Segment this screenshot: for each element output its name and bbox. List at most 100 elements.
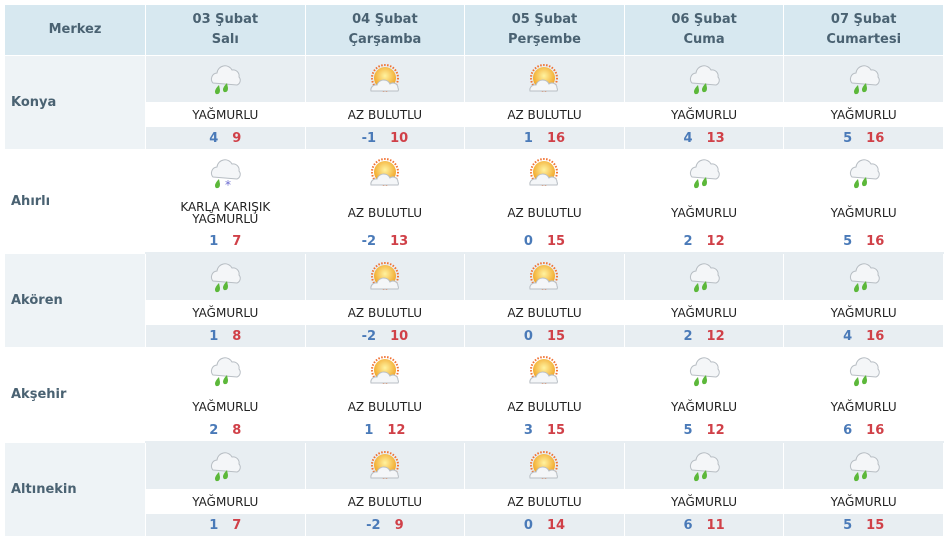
weather-description: YAĞMURLU xyxy=(145,300,306,325)
high-temp: 13 xyxy=(706,130,725,146)
high-temp: 8 xyxy=(232,328,242,344)
weather-description: YAĞMURLU xyxy=(623,196,785,230)
header-date: 03 Şubat xyxy=(192,12,259,27)
sleet-icon xyxy=(205,153,245,193)
low-temp: -2 xyxy=(361,328,377,344)
weather-icon-cell xyxy=(783,149,944,196)
weather-icon-cell xyxy=(304,347,466,394)
temperature-cell: 3 15 xyxy=(464,419,625,443)
weather-description: AZ BULUTLU xyxy=(304,102,466,127)
high-temp: 7 xyxy=(232,517,242,533)
temperature-cell: 6 11 xyxy=(623,514,785,537)
rain-cloud-icon xyxy=(684,153,724,193)
low-temp: 1 xyxy=(364,422,374,438)
weather-icon-cell xyxy=(464,442,625,489)
temperature-cell: 5 16 xyxy=(783,230,944,254)
partly-sunny-icon xyxy=(365,153,405,193)
city-name: Altınekin xyxy=(4,442,146,537)
header-weekday: Salı xyxy=(211,32,239,47)
weather-icon-cell xyxy=(145,55,306,102)
weather-icon-cell xyxy=(623,55,785,102)
rain-cloud-icon xyxy=(684,351,724,391)
low-temp: -1 xyxy=(361,130,377,146)
low-temp: 4 xyxy=(209,130,219,146)
partly-sunny-icon xyxy=(365,351,405,391)
weather-description: YAĞMURLU xyxy=(623,394,785,419)
header-row: Merkez 03 Şubat Salı 04 Şubat Çarşamba 05 Şu… xyxy=(4,4,944,56)
weather-description: AZ BULUTLU xyxy=(304,489,466,514)
partly-sunny-icon xyxy=(524,257,564,297)
high-temp: 16 xyxy=(546,130,566,146)
rain-cloud-icon xyxy=(844,257,884,297)
temperature-cell: 0 14 xyxy=(464,514,625,537)
weather-icon-cell xyxy=(145,347,306,394)
high-temp: 12 xyxy=(706,233,725,249)
high-temp: 10 xyxy=(390,328,409,344)
weather-description: YAĞMURLU xyxy=(623,102,785,127)
weather-description: AZ BULUTLU xyxy=(464,300,625,325)
weather-description: AZ BULUTLU xyxy=(464,489,625,514)
temperature-cell: 0 15 xyxy=(464,230,625,254)
high-temp: 16 xyxy=(866,328,885,344)
partly-sunny-icon xyxy=(524,153,564,193)
low-temp: 4 xyxy=(683,130,693,146)
temperature-cell: 5 15 xyxy=(783,514,944,537)
high-temp: 15 xyxy=(546,422,566,438)
temperature-cell: 4 13 xyxy=(623,127,785,150)
header-day: 03 Şubat Salı xyxy=(145,4,306,56)
high-temp: 15 xyxy=(866,517,885,533)
weather-icon-cell xyxy=(304,55,466,102)
low-temp: -2 xyxy=(361,233,377,249)
weather-description: AZ BULUTLU xyxy=(304,300,466,325)
low-temp: 3 xyxy=(523,422,533,438)
weather-icon-cell xyxy=(304,442,466,489)
weather-icon-cell xyxy=(623,347,785,394)
rain-cloud-icon xyxy=(205,257,245,297)
weather-icon-cell xyxy=(464,253,625,300)
low-temp: 1 xyxy=(209,233,219,249)
low-temp: -2 xyxy=(366,517,381,533)
weather-icon-cell xyxy=(464,55,625,102)
weather-description: YAĞMURLU xyxy=(783,489,944,514)
city-name: Akören xyxy=(4,253,146,348)
weather-description: YAĞMURLU xyxy=(145,489,306,514)
high-temp: 16 xyxy=(866,233,885,249)
header-weekday: Perşembe xyxy=(507,32,581,47)
weather-description: AZ BULUTLU xyxy=(464,196,625,230)
high-temp: 8 xyxy=(232,422,242,438)
high-temp: 10 xyxy=(390,130,409,146)
weather-icon-cell xyxy=(783,253,944,300)
high-temp: 15 xyxy=(546,328,566,344)
weather-description: YAĞMURLU xyxy=(145,394,306,419)
weather-description: YAĞMURLU xyxy=(783,196,944,230)
low-temp: 4 xyxy=(843,328,853,344)
low-temp: 5 xyxy=(843,130,853,146)
low-temp: 1 xyxy=(209,328,219,344)
low-temp: 6 xyxy=(843,422,853,438)
weather-description: AZ BULUTLU xyxy=(464,394,625,419)
high-temp: 7 xyxy=(232,233,242,249)
rain-cloud-icon xyxy=(844,351,884,391)
temperature-cell: 2 12 xyxy=(623,325,785,348)
low-temp: 2 xyxy=(209,422,219,438)
weather-icon-cell xyxy=(304,149,466,196)
weather-description: YAĞMURLU xyxy=(145,102,306,127)
temperature-cell: 5 16 xyxy=(783,127,944,150)
city-row: Altınekin YAĞMURLU AZ BULUTLU AZ BULUTLU YAĞ… xyxy=(4,442,944,537)
city-row: Konya YAĞMURLU AZ BULUTLU AZ BULUTLU YAĞMURL… xyxy=(4,55,944,150)
partly-sunny-icon xyxy=(365,59,405,99)
low-temp: 2 xyxy=(683,233,693,249)
weather-icon-cell xyxy=(623,149,785,196)
weather-icon-cell xyxy=(464,347,625,394)
high-temp: 14 xyxy=(546,517,566,533)
rain-cloud-icon xyxy=(205,59,245,99)
high-temp: 15 xyxy=(546,233,566,249)
header-day: 06 Şubat Cuma xyxy=(623,4,785,56)
header-date: 04 Şubat xyxy=(352,12,418,27)
partly-sunny-icon xyxy=(524,351,564,391)
high-temp: 12 xyxy=(706,422,725,438)
